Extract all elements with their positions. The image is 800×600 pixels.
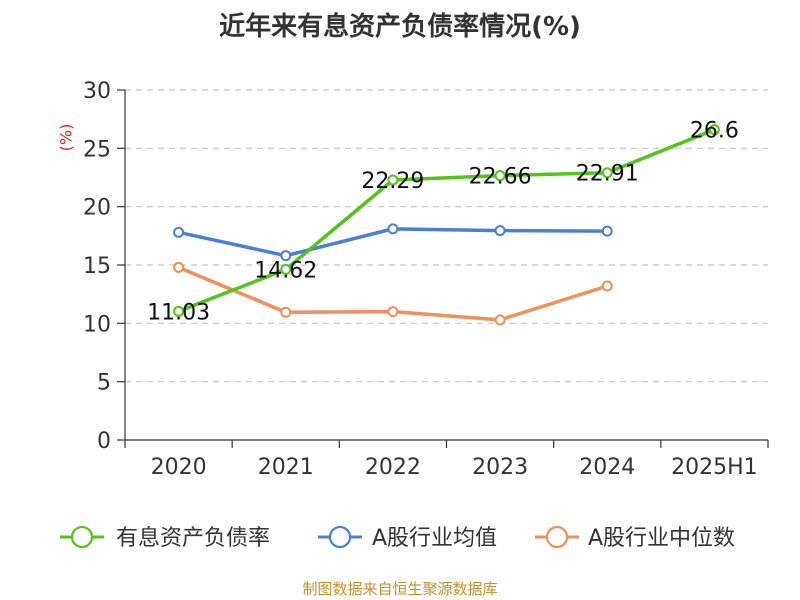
- legend: 有息资产负债率 A股行业均值 A股行业中位数: [60, 525, 735, 551]
- legend-label: A股行业均值: [372, 526, 497, 551]
- x-tick-label: 2020: [151, 455, 207, 480]
- data-labels: 11.03 14.62 22.29 22.66 22.91 26.6: [147, 119, 739, 326]
- data-point: [387, 223, 399, 235]
- source-note: 制图数据来自恒生聚源数据库: [302, 580, 498, 598]
- x-tick-label: 2025H1: [671, 455, 758, 480]
- y-tick-label: 10: [83, 312, 111, 337]
- y-tick-label: 5: [97, 371, 111, 396]
- data-label: 14.62: [254, 258, 317, 283]
- data-label: 11.03: [147, 300, 210, 325]
- data-point: [387, 174, 399, 186]
- y-tick-label: 25: [83, 137, 111, 162]
- data-point: [494, 225, 506, 237]
- x-tick-label: 2022: [365, 455, 421, 480]
- legend-swatch-marker: [545, 525, 569, 549]
- data-point: [387, 306, 399, 318]
- legend-label: 有息资产负债率: [116, 526, 270, 551]
- data-point: [280, 263, 292, 275]
- data-point: [601, 225, 613, 237]
- y-tick-label: 30: [83, 79, 111, 104]
- data-point: [601, 167, 613, 179]
- data-label: 22.66: [469, 165, 532, 190]
- y-tick-label: 0: [97, 429, 111, 454]
- axes: [117, 89, 769, 448]
- data-point: [173, 261, 185, 273]
- data-label: 22.29: [361, 169, 424, 194]
- tick-labels: 0 5 10 15 20 25 30 2020 2021 2022 2023 2024 2025H1: [83, 79, 758, 480]
- data-label: 22.91: [576, 162, 639, 187]
- x-tick-label: 2023: [472, 455, 528, 480]
- data-point: [494, 314, 506, 326]
- gridlines: [125, 89, 768, 383]
- data-label: 26.6: [690, 119, 739, 144]
- data-point: [173, 305, 185, 317]
- legend-label: A股行业中位数: [588, 526, 735, 551]
- x-tick-label: 2024: [579, 455, 635, 480]
- data-point: [494, 170, 506, 182]
- legend-swatch-marker: [328, 525, 352, 549]
- data-point: [280, 306, 292, 318]
- data-point: [601, 280, 613, 292]
- y-tick-label: 15: [83, 254, 111, 279]
- chart-title: 近年来有息资产负债率情况(%): [219, 12, 581, 42]
- series-line: [177, 128, 716, 313]
- data-point: [280, 250, 292, 262]
- series-lines: [173, 124, 720, 326]
- data-point: [708, 124, 720, 136]
- x-tick-label: 2021: [258, 455, 314, 480]
- legend-swatch-marker: [70, 525, 94, 549]
- y-tick-label: 20: [83, 196, 111, 221]
- data-point: [173, 226, 185, 238]
